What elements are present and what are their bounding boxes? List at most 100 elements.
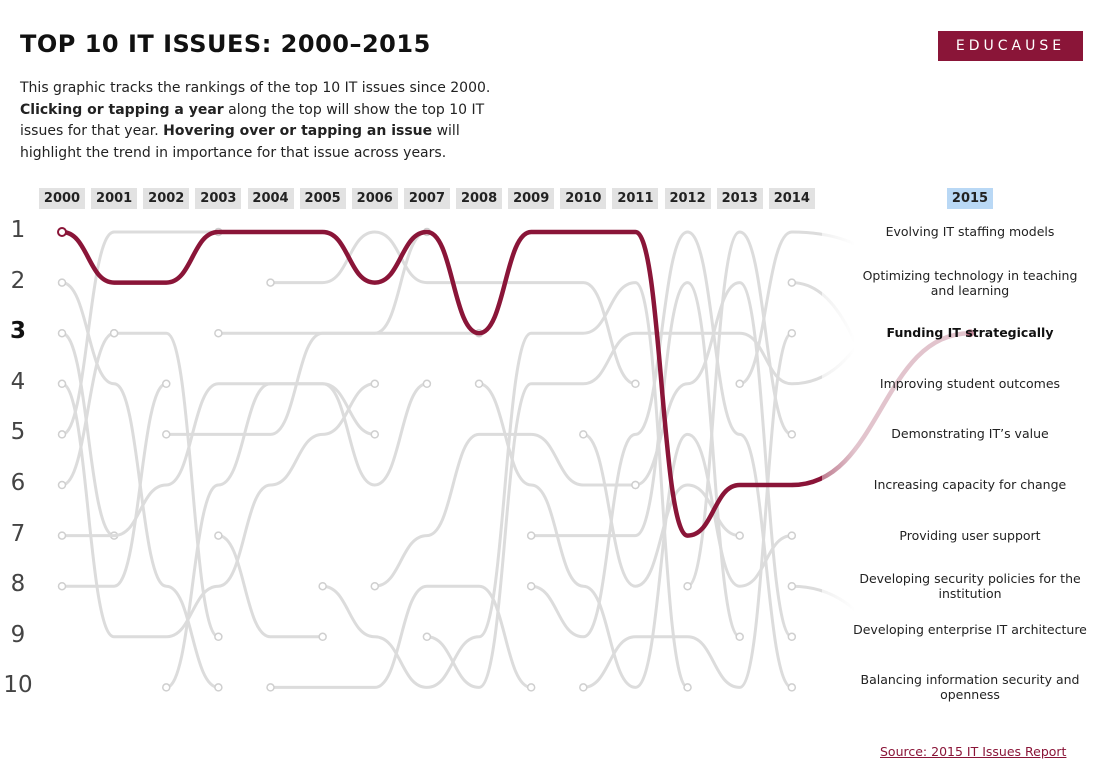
rank-point (526, 581, 536, 591)
issue-trend-line[interactable] (61, 331, 115, 487)
year-button-2000[interactable]: 2000 (39, 188, 85, 209)
issue-label-rank-3[interactable]: Funding IT strategically (886, 325, 1054, 341)
issue-label-rank-5[interactable]: Demonstrating IT’s value (891, 426, 1049, 442)
rank-point (370, 379, 380, 389)
intro-text: This graphic tracks the rankings of the … (20, 78, 500, 164)
rank-point (735, 531, 744, 540)
year-button-2005[interactable]: 2005 (299, 188, 346, 209)
rank-label-10: 10 (3, 672, 33, 699)
background-series-group (57, 227, 975, 692)
rank-point (579, 683, 588, 692)
year-button-2014[interactable]: 2014 (768, 188, 815, 209)
issue-trend-line[interactable] (165, 382, 375, 689)
rank-point (787, 632, 797, 642)
rank-point (162, 683, 171, 692)
issue-trend-line[interactable] (686, 230, 793, 588)
issue-trend-line[interactable] (218, 230, 428, 335)
intro-sentence-2: along the top will show the top 10 IT is… (20, 101, 485, 140)
rank-point (683, 683, 692, 692)
year-button-2006[interactable]: 2006 (351, 188, 398, 209)
rank-point (57, 531, 67, 540)
issue-trend-line[interactable] (530, 230, 793, 689)
issue-label-rank-2[interactable]: Optimizing technology in teaching and le… (862, 267, 1078, 298)
rank-point (214, 328, 223, 338)
rank-label-5: 5 (10, 419, 26, 446)
issue-label-rank-1[interactable]: Evolving IT staffing models (885, 224, 1055, 239)
year-button-2010[interactable]: 2010 (560, 188, 607, 209)
rank-point (162, 430, 171, 439)
rank-point (787, 278, 797, 287)
rank-point (214, 531, 223, 540)
rank-point (370, 430, 380, 439)
rank-point (162, 379, 171, 389)
issue-trend-line[interactable] (583, 331, 793, 689)
rank-label-1: 1 (10, 217, 26, 243)
year-button-2015[interactable]: 2015 (947, 188, 993, 209)
page-title: TOP 10 IT ISSUES: 2000–2015 (20, 30, 431, 58)
issue-trend-line[interactable] (61, 382, 375, 639)
issue-trend-line[interactable] (166, 331, 480, 436)
rank-point (474, 379, 484, 389)
rank-point (214, 632, 223, 642)
rank-point (57, 328, 67, 338)
rank-point (787, 581, 797, 591)
issue-trend-line[interactable] (62, 382, 428, 538)
issue-label-rank-9[interactable]: Developing enterprise IT architecture (853, 621, 1087, 637)
year-selector: 2000 2001 2002 2003 2004 2005 2006 2007 2008 2009… (0, 188, 1099, 210)
year-button-2008[interactable]: 2008 (456, 188, 503, 209)
rank-point (57, 379, 67, 389)
issue-trend-line[interactable] (114, 331, 220, 639)
rank-point (787, 328, 797, 338)
issue-label-rank-8[interactable]: Developing security policies for the ins… (859, 571, 1081, 602)
intro-bold-year: Clicking or tapping a year (20, 101, 224, 118)
rank-point (631, 379, 640, 389)
rank-point (526, 683, 536, 692)
rank-point (266, 683, 275, 692)
rank-point (57, 480, 67, 490)
issue-trend-line[interactable] (322, 281, 689, 689)
year-button-2003[interactable]: 2003 (195, 188, 242, 209)
year-button-2011[interactable]: 2011 (612, 188, 659, 209)
year-button-2013[interactable]: 2013 (716, 188, 763, 209)
issue-trend-line[interactable] (426, 230, 971, 689)
rank-label-4: 4 (10, 368, 26, 395)
year-button-2012[interactable]: 2012 (664, 188, 711, 209)
year-button-2007[interactable]: 2007 (403, 188, 450, 209)
rank-label-6: 6 (10, 470, 26, 496)
rank-label-2: 2 (10, 267, 26, 294)
rank-point (109, 328, 119, 338)
issue-label-rank-10[interactable]: Balancing information security and openn… (860, 672, 1080, 703)
rank-point (735, 632, 744, 642)
issue-trend-line[interactable] (62, 382, 167, 588)
highlighted-trend-line[interactable] (59, 229, 973, 538)
issue-trend-line[interactable] (61, 331, 115, 538)
year-button-2009[interactable]: 2009 (508, 188, 555, 209)
intro-sentence-3: will highlight the trend in importance f… (20, 123, 460, 161)
issue-trend-line[interactable] (270, 230, 636, 386)
issue-trend-line[interactable] (374, 432, 636, 588)
issue-label-rank-6[interactable]: Increasing capacity for change (873, 477, 1067, 492)
issue-label-rank-4[interactable]: Improving student outcomes (879, 375, 1061, 391)
issue-trend-line[interactable] (478, 382, 793, 689)
issue-trend-line[interactable] (582, 432, 740, 588)
source-link[interactable]: Source: 2015 IT Issues Report (880, 744, 1067, 759)
rank-point (214, 683, 223, 692)
rank-point (57, 581, 67, 591)
issue-trend-line[interactable] (218, 534, 323, 639)
rank-point (526, 531, 536, 540)
year-button-2001[interactable]: 2001 (91, 188, 138, 209)
intro-sentence-1: This graphic tracks the rankings of the … (20, 80, 491, 96)
year-button-2002[interactable]: 2002 (143, 188, 190, 209)
rank-point (422, 379, 432, 389)
rank-label-9: 9 (10, 621, 26, 648)
rank-point (787, 531, 797, 540)
issue-panel-fade (822, 212, 1099, 740)
year-button-2004[interactable]: 2004 (247, 188, 294, 209)
rank-point (579, 430, 588, 439)
educause-logo: EDUCAUSE (938, 31, 1083, 61)
issue-label-rank-7[interactable]: Providing user support (899, 527, 1041, 543)
issue-trend-line[interactable] (531, 281, 741, 639)
rank-point (370, 581, 380, 591)
rank-point (787, 683, 797, 692)
